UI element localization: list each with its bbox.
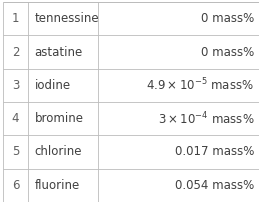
Text: $3\times10^{-4}$ mass%: $3\times10^{-4}$ mass%	[158, 110, 254, 127]
Text: 4: 4	[12, 112, 19, 125]
Text: 2: 2	[12, 45, 19, 59]
Text: 1: 1	[12, 12, 19, 25]
Text: bromine: bromine	[35, 112, 84, 125]
Text: 0.054 mass%: 0.054 mass%	[175, 179, 254, 192]
Bar	[3, 2, 259, 35]
Text: 3: 3	[12, 79, 19, 92]
Text: fluorine: fluorine	[35, 179, 80, 192]
Text: chlorine: chlorine	[35, 145, 82, 159]
Bar	[3, 169, 259, 202]
Text: 0.017 mass%: 0.017 mass%	[175, 145, 254, 159]
Bar	[3, 69, 259, 102]
Text: 0 mass%: 0 mass%	[201, 45, 254, 59]
Text: 5: 5	[12, 145, 19, 159]
Text: iodine: iodine	[35, 79, 71, 92]
Text: tennessine: tennessine	[35, 12, 99, 25]
Text: astatine: astatine	[35, 45, 83, 59]
Bar	[3, 102, 259, 135]
Bar	[3, 135, 259, 169]
Text: 0 mass%: 0 mass%	[201, 12, 254, 25]
Text: 6: 6	[12, 179, 19, 192]
Bar	[3, 35, 259, 69]
Text: $4.9\times10^{-5}$ mass%: $4.9\times10^{-5}$ mass%	[146, 77, 254, 94]
